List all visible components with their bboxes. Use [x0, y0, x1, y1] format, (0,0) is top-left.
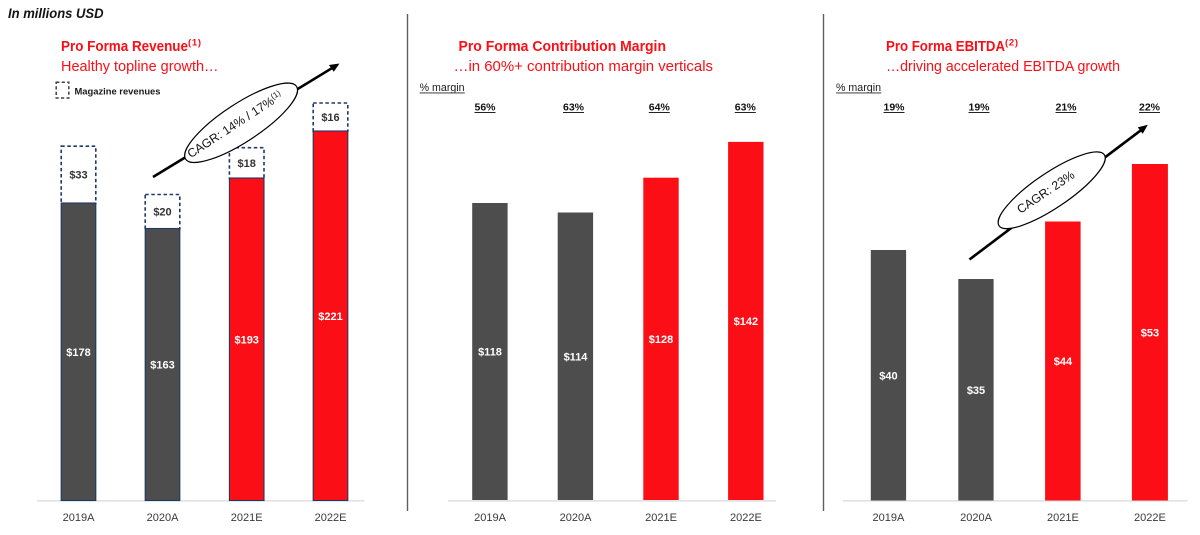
- svg-text:$35: $35: [967, 385, 985, 397]
- svg-text:Pro Forma EBITDA(2): Pro Forma EBITDA(2): [886, 38, 1018, 56]
- svg-text:56%: 56%: [474, 102, 496, 114]
- svg-text:2020A: 2020A: [560, 512, 592, 524]
- svg-text:…in 60%+ contribution margin v: …in 60%+ contribution margin verticals: [454, 58, 714, 75]
- svg-text:$128: $128: [649, 334, 673, 346]
- svg-text:2022E: 2022E: [730, 512, 762, 524]
- svg-text:Magazine revenues: Magazine revenues: [75, 85, 161, 96]
- svg-text:$163: $163: [150, 360, 174, 372]
- svg-text:19%: 19%: [883, 102, 905, 114]
- svg-text:% margin: % margin: [836, 82, 881, 94]
- svg-text:63%: 63%: [735, 102, 757, 114]
- svg-text:% margin: % margin: [420, 82, 465, 94]
- svg-text:64%: 64%: [649, 102, 671, 114]
- svg-text:2019A: 2019A: [474, 512, 506, 524]
- svg-text:2021E: 2021E: [645, 512, 677, 524]
- svg-text:2022E: 2022E: [315, 512, 347, 524]
- svg-text:$33: $33: [69, 170, 87, 182]
- svg-text:22%: 22%: [1139, 102, 1161, 114]
- svg-text:$44: $44: [1054, 356, 1073, 368]
- svg-text:21%: 21%: [1055, 102, 1077, 114]
- svg-text:2021E: 2021E: [231, 512, 263, 524]
- svg-text:$53: $53: [1141, 327, 1159, 339]
- svg-text:Healthy topline growth…: Healthy topline growth…: [61, 58, 219, 75]
- svg-text:$18: $18: [238, 158, 256, 170]
- svg-text:$221: $221: [318, 311, 342, 323]
- svg-text:Pro Forma Contribution Margin: Pro Forma Contribution Margin: [459, 39, 667, 55]
- svg-text:2021E: 2021E: [1047, 512, 1079, 524]
- svg-text:2019A: 2019A: [63, 512, 95, 524]
- svg-text:2022E: 2022E: [1134, 512, 1166, 524]
- svg-text:$16: $16: [321, 112, 339, 124]
- svg-text:Pro Forma Revenue(1): Pro Forma Revenue(1): [61, 38, 201, 56]
- svg-text:2020A: 2020A: [960, 512, 992, 524]
- svg-text:19%: 19%: [968, 102, 990, 114]
- svg-text:$142: $142: [734, 316, 758, 328]
- svg-text:$178: $178: [66, 347, 90, 359]
- svg-text:$40: $40: [879, 370, 897, 382]
- svg-text:…driving accelerated EBITDA gr: …driving accelerated EBITDA growth: [886, 58, 1120, 75]
- svg-text:In millions USD: In millions USD: [8, 5, 104, 21]
- svg-text:$20: $20: [153, 207, 171, 219]
- svg-text:$118: $118: [478, 347, 502, 359]
- svg-text:$114: $114: [564, 351, 589, 363]
- svg-text:$193: $193: [234, 334, 258, 346]
- svg-text:2020A: 2020A: [147, 512, 179, 524]
- svg-text:2019A: 2019A: [872, 512, 904, 524]
- svg-text:63%: 63%: [563, 102, 585, 114]
